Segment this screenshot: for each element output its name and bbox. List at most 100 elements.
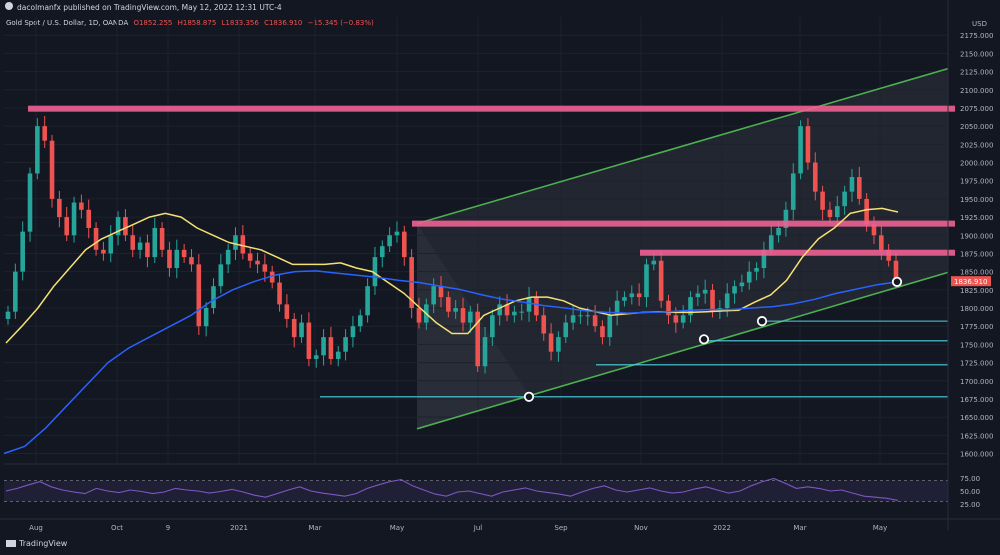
price-tick-label: 1600.000 (960, 451, 993, 459)
rsi-pane (4, 463, 948, 502)
moving-averages (3, 207, 899, 455)
price-tick-label: 1800.000 (960, 305, 993, 313)
candle-body (152, 227, 158, 258)
candle-body (460, 308, 466, 323)
price-tick-label: 2100.000 (960, 87, 993, 95)
candle-body (570, 315, 576, 323)
candle-body (20, 231, 25, 272)
price-tick-label: 2075.000 (960, 105, 993, 113)
candle-body (321, 337, 326, 356)
candle-body (277, 282, 282, 305)
time-tick-label: 2022 (713, 524, 731, 532)
time-tick-label: May (390, 524, 404, 532)
channel-fills (417, 68, 948, 429)
candle-body (123, 217, 128, 236)
candle-body (710, 289, 715, 312)
candle-body (101, 249, 106, 254)
price-tick-label: 1875.000 (960, 250, 993, 258)
candle-body (181, 249, 187, 258)
price-tick-label: 1750.000 (960, 341, 993, 349)
candle-body (512, 311, 517, 316)
candle-body (504, 304, 510, 316)
price-tick-label: 2000.000 (960, 160, 993, 168)
time-tick-label: Aug (29, 524, 43, 532)
price-tick-label: 1725.000 (960, 360, 993, 368)
tradingview-logo[interactable]: TradingView (6, 539, 67, 548)
resistance-zone (28, 105, 955, 112)
last-price-label: 1836.910 (954, 278, 987, 286)
candle-body (93, 227, 99, 250)
candle-body (702, 289, 708, 294)
time-tick-label: 2021 (230, 524, 248, 532)
candle-body (607, 315, 613, 338)
candle-body (556, 337, 561, 352)
candle-body (739, 282, 745, 287)
resistance-zone (412, 220, 955, 227)
candle-body (666, 300, 671, 316)
candle-body (658, 260, 664, 301)
candle-body (651, 260, 657, 265)
price-tick-label: 2150.000 (960, 50, 993, 58)
candle-body (189, 257, 194, 265)
annotation-lines (28, 67, 955, 430)
candle-body (827, 209, 833, 218)
candle-body (746, 271, 752, 283)
time-tick-label: Oct (111, 524, 123, 532)
candle-body (563, 322, 569, 338)
candle-body (446, 297, 451, 312)
publisher-bar: dacolmanfx published on TradingView.com,… (0, 0, 1000, 16)
candle-body (614, 300, 620, 316)
touch-marker (756, 316, 768, 327)
time-tick-label: Mar (793, 524, 806, 532)
candle-body (211, 286, 216, 309)
channel-fill (417, 68, 948, 429)
candle-body (387, 235, 392, 247)
upper-trendline (416, 67, 949, 225)
time-tick-label: May (873, 524, 887, 532)
rsi-tick-label: 50.00 (960, 488, 980, 496)
time-tick-label: Jul (473, 524, 483, 532)
candle-body (798, 126, 803, 174)
candle-body (167, 249, 172, 269)
candle-body (600, 326, 605, 338)
candle-body (688, 297, 693, 316)
candle-body (468, 311, 473, 323)
lower-trendline (416, 271, 949, 430)
price-tick-label: 1950.000 (960, 196, 993, 204)
candle-body (269, 271, 275, 283)
candle-body (820, 191, 825, 210)
candle-body (534, 297, 539, 316)
candle-body (299, 322, 304, 338)
candle-body (695, 293, 701, 298)
candle-body (372, 257, 378, 287)
legend-high: H1858.875 (177, 19, 217, 27)
candle-body (879, 235, 884, 250)
candle-body (145, 242, 150, 258)
candle-body (247, 253, 253, 261)
candle-body (475, 311, 480, 367)
candle-body (108, 235, 114, 254)
touch-marker (891, 276, 903, 287)
candle-body (438, 286, 444, 298)
candle-body (196, 264, 202, 327)
candle-body (86, 209, 92, 228)
symbol-name[interactable]: Gold Spot / U.S. Dollar, 1D, OANDA (6, 19, 129, 27)
candle-body (233, 235, 238, 250)
candle-body (27, 173, 33, 232)
price-tick-label: 1700.000 (960, 378, 993, 386)
candle-body (79, 202, 84, 210)
rsi-line (5, 477, 899, 501)
candle-body (857, 177, 862, 199)
candle-body (812, 162, 818, 192)
price-tick-label: 2025.000 (960, 141, 993, 149)
axes: 2175.000 2150.000 2125.000 2100.000 2075.000… (0, 0, 1000, 532)
candle-body (306, 322, 312, 359)
price-tick-label: 1625.000 (960, 432, 993, 440)
legend-change: −15.345 (−0.83%) (307, 19, 374, 27)
time-tick-label: Nov (634, 524, 648, 532)
candle-body (629, 293, 635, 298)
candle-body (724, 293, 730, 309)
time-tick-label: Mar (308, 524, 321, 532)
candle-body (776, 227, 781, 236)
